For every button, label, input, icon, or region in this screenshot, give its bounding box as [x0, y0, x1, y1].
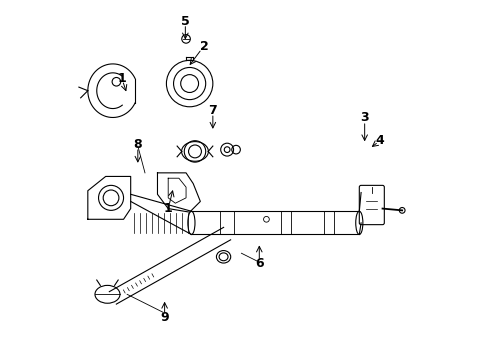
- Text: 7: 7: [208, 104, 217, 117]
- Text: 8: 8: [133, 138, 142, 151]
- Text: 1: 1: [118, 72, 126, 85]
- Text: 1: 1: [164, 202, 172, 215]
- Text: 4: 4: [376, 134, 384, 147]
- Text: 2: 2: [199, 40, 208, 53]
- Text: 3: 3: [360, 111, 369, 124]
- Circle shape: [399, 207, 405, 213]
- Text: 5: 5: [181, 14, 190, 27]
- Text: 6: 6: [255, 257, 264, 270]
- Text: 9: 9: [160, 311, 169, 324]
